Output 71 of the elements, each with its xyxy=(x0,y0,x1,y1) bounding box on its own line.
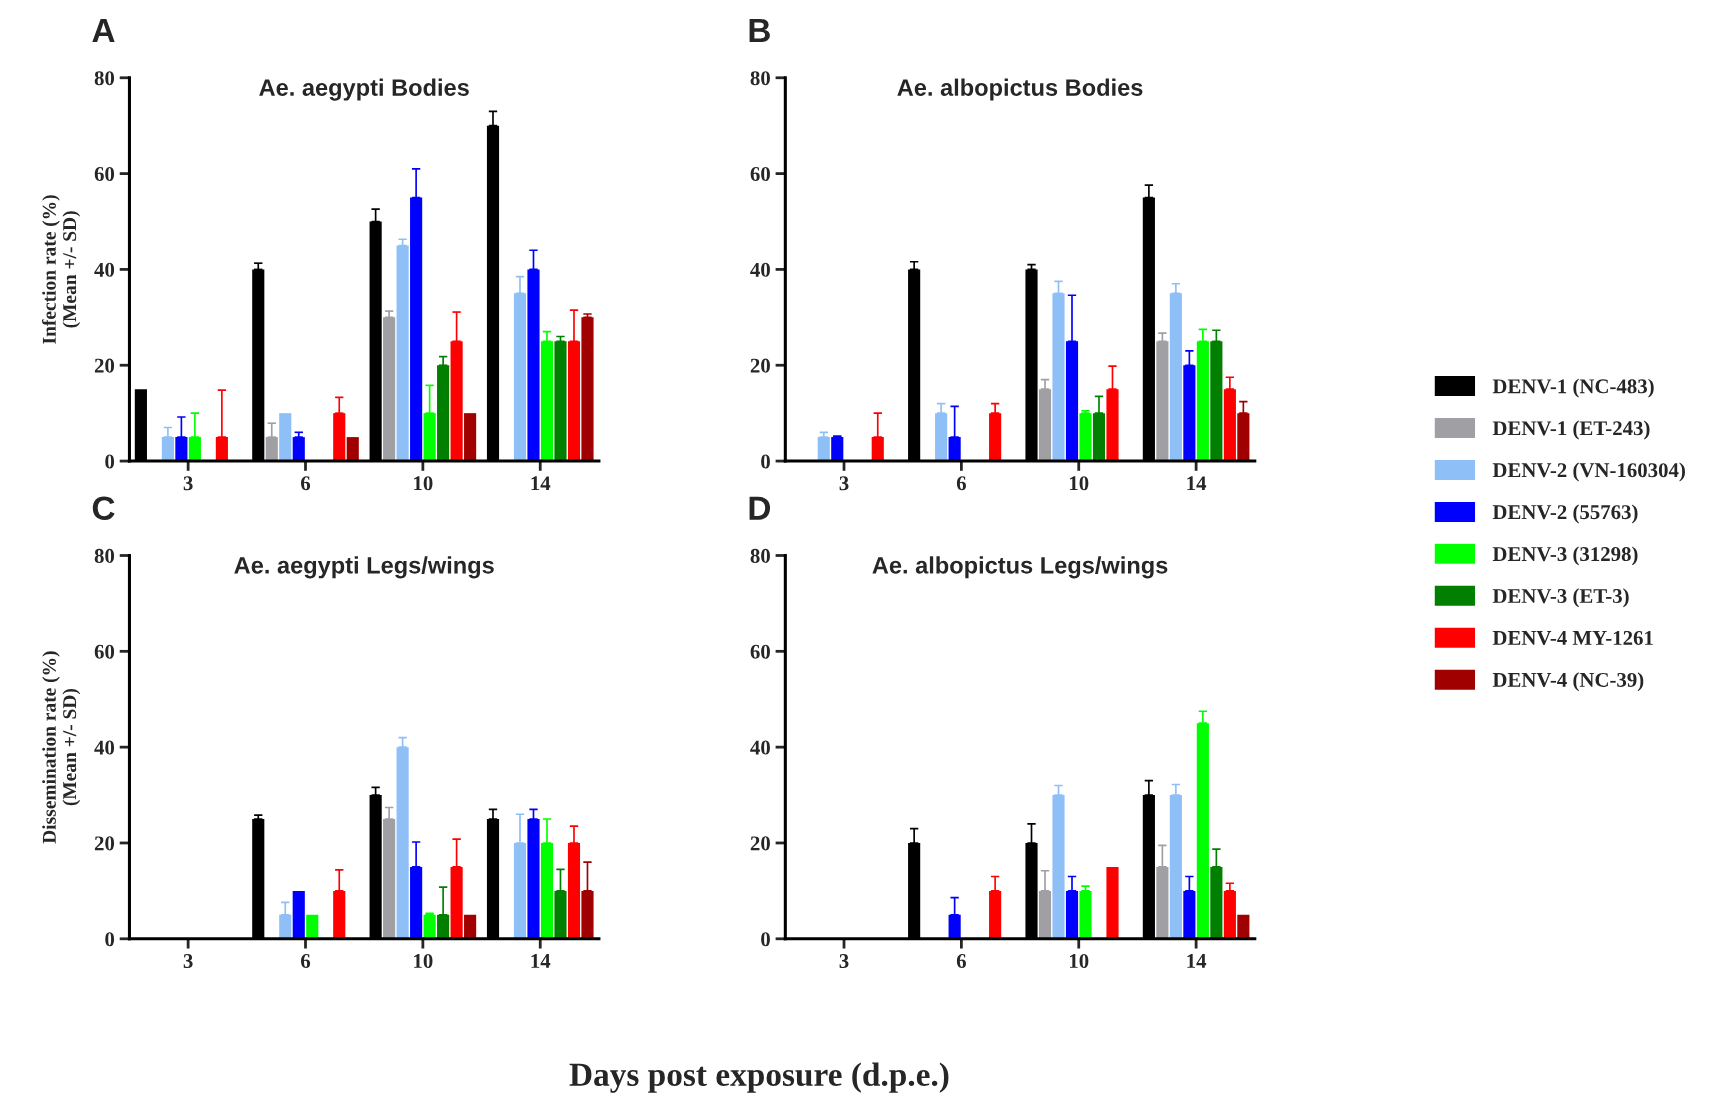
x-tick-label: 6 xyxy=(301,476,311,491)
bar xyxy=(1079,413,1092,462)
x-tick-label: 6 xyxy=(301,954,311,969)
bar xyxy=(554,341,567,462)
x-tick-label: 3 xyxy=(183,954,193,969)
x-tick-label: 14 xyxy=(531,476,551,491)
text: D xyxy=(749,496,771,520)
y-tick-label: 0 xyxy=(761,932,770,947)
y-tick-label: 60 xyxy=(750,644,770,659)
legend-label: DENV-2 (VN-160304) xyxy=(1492,462,1685,482)
x-tick-label: 14 xyxy=(1187,954,1207,968)
text: Days post exposure (d.p.e.) xyxy=(569,1062,949,1093)
x-tick-label: 3 xyxy=(839,476,849,491)
y-axis-title: Infection rate (%) (Mean +/- SD) xyxy=(41,195,81,344)
legend-label: DENV-4 MY-1261 xyxy=(1492,630,1653,646)
y-tick-label: 20 xyxy=(750,358,770,373)
chart-title: Ae. albopictus Bodies xyxy=(897,78,1143,101)
y-tick-label: 0 xyxy=(105,932,115,947)
y-tick-label: 80 xyxy=(94,71,115,86)
bar xyxy=(1237,914,1250,939)
bar xyxy=(292,437,305,462)
y-tick-label: 20 xyxy=(94,836,115,851)
bar xyxy=(1106,866,1119,939)
x-tick-label: 10 xyxy=(414,476,433,491)
y-tick-label: 60 xyxy=(94,644,115,659)
y-axis-title: Dissemination rate (%) (Mean +/- SD) xyxy=(42,651,81,844)
bar xyxy=(581,317,594,462)
y-tick-label: 40 xyxy=(94,740,115,755)
legend-label: DENV-1 (ET-243) xyxy=(1492,420,1650,440)
chart-title: Ae. aegypti Legs/wings xyxy=(234,556,494,579)
x-tick-label: 3 xyxy=(839,954,849,969)
bar xyxy=(817,437,830,462)
y-tick-label: 80 xyxy=(750,548,770,563)
y-tick-label: 80 xyxy=(750,71,770,86)
text: A xyxy=(92,19,115,42)
y-tick-label: 60 xyxy=(94,166,115,182)
x-tick-label: 6 xyxy=(956,476,966,491)
bar xyxy=(1079,890,1092,939)
bar xyxy=(279,413,292,462)
y-tick-label: 60 xyxy=(750,166,770,182)
legend-label: DENV-4 (NC-39) xyxy=(1492,672,1644,692)
y-tick-label: 80 xyxy=(94,548,115,563)
y-tick-label: 0 xyxy=(761,454,770,469)
y-tick-label: 0 xyxy=(105,454,115,469)
y-tick-label: 20 xyxy=(94,358,115,373)
y-tick-label: 20 xyxy=(750,836,770,851)
legend-label: DENV-3 (31298) xyxy=(1492,546,1638,566)
bar xyxy=(423,914,436,939)
x-tick-label: 10 xyxy=(414,953,433,969)
bar xyxy=(464,413,477,462)
y-tick-label: 40 xyxy=(94,262,115,277)
bar xyxy=(306,914,319,939)
bar xyxy=(346,437,359,462)
bar xyxy=(831,437,844,462)
x-tick-label: 10 xyxy=(1070,953,1089,969)
bar xyxy=(464,914,477,939)
chart-title: Ae. aegypti Bodies xyxy=(259,78,469,101)
legend-label: DENV-2 (55763) xyxy=(1492,504,1638,524)
x-tick-label: 14 xyxy=(1187,476,1207,491)
text: B xyxy=(749,19,770,42)
chart-title: Ae. albopictus Legs/wings xyxy=(872,556,1168,579)
y-tick-label: 40 xyxy=(750,740,770,755)
x-tick-label: 3 xyxy=(183,476,193,491)
y-tick-label: 40 xyxy=(750,262,770,277)
x-tick-label: 6 xyxy=(956,954,966,969)
text: C xyxy=(92,496,115,521)
legend-label: DENV-1 (NC-483) xyxy=(1492,378,1654,398)
x-tick-label: 14 xyxy=(531,954,551,968)
legend-label: DENV-3 (ET-3) xyxy=(1492,588,1629,608)
bar xyxy=(292,890,305,939)
x-tick-label: 10 xyxy=(1070,476,1089,491)
